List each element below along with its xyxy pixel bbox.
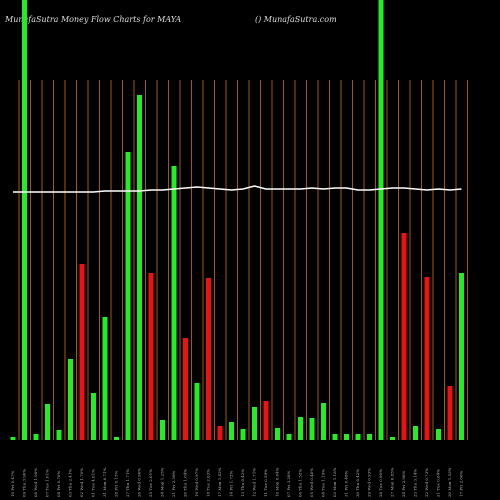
x-tick-label: 14 Fri 1.72% [229, 470, 234, 497]
bar [91, 393, 96, 440]
x-tick-label: 06 Thu 1.52% [298, 469, 303, 497]
bar [390, 437, 395, 440]
bar [367, 434, 372, 440]
x-tick-label: 10 Mon 0.64% [275, 467, 280, 497]
money-flow-line [13, 185, 462, 193]
bar [137, 95, 142, 440]
bar [148, 273, 154, 440]
x-tick-label: 28 Tue 0.90% [378, 469, 383, 497]
x-tick-label: 04 Tue 1.19% [321, 469, 326, 497]
chart-title: MunafaSutra Money Flow Charts for MAYA [4, 15, 181, 24]
x-tick-label: 26 Wed 0.96% [137, 468, 142, 497]
bar [459, 273, 464, 440]
bar [240, 429, 246, 440]
x-tick-label: 10 Fri 0.47% [10, 470, 15, 497]
bar [68, 359, 73, 440]
x-tick-label: 29 Wed 0.93% [367, 468, 372, 497]
bar [45, 404, 50, 440]
x-tick-label: 17 Fri 2.06% [459, 470, 464, 497]
x-tick-label: 18 Tue 2.03% [206, 469, 211, 497]
x-tick-label: 28 Fri 0.15% [114, 470, 119, 497]
x-tick-label: 19 Wed 0.97% [194, 468, 199, 497]
bar [436, 429, 441, 440]
x-tick-label: 21 Tue 0.64% [436, 469, 441, 497]
bar [22, 0, 27, 440]
bar [252, 407, 257, 440]
x-tick-label: 21 Fri 2.59% [171, 470, 176, 497]
bar [286, 434, 292, 440]
x-tick-label: 12 Wed 1.71% [252, 468, 257, 497]
bar [33, 434, 39, 440]
bar [160, 420, 165, 440]
bar [171, 166, 177, 440]
bar [275, 428, 280, 440]
x-tick-label: 20 Thu 1.64% [183, 469, 188, 497]
x-tick-label: 23 Thu 3.14% [413, 469, 418, 497]
x-tick-label: 31 Fri 0.48% [344, 470, 349, 497]
x-tick-label: 20 Mon 1.53% [447, 467, 452, 497]
bar [217, 426, 223, 440]
bar [332, 434, 338, 440]
bar [378, 0, 384, 440]
x-tick-label: 08 Wed 1.98% [33, 468, 38, 497]
bar [424, 277, 430, 440]
bar [56, 430, 62, 440]
bar [102, 317, 108, 440]
x-tick-label: 31 Mon 0.71% [102, 467, 107, 497]
bar [183, 338, 188, 440]
bar [125, 152, 131, 440]
bar [401, 233, 407, 440]
bar [447, 386, 453, 440]
x-tick-label: 01 Tue 4.01% [91, 469, 96, 497]
bar [229, 422, 234, 440]
x-tick-label: 27 Mon 0.85% [390, 467, 395, 497]
bar [194, 383, 200, 440]
bar [298, 417, 303, 440]
x-tick-label: 11 Tue 0.59% [263, 469, 268, 497]
x-tick-label: 24 Mon 1.25% [160, 467, 165, 497]
bar [10, 437, 16, 440]
x-tick-label: 27 Thu 1.71% [125, 469, 130, 497]
x-tick-label: 02 Wed 1.70% [79, 468, 84, 497]
bar [206, 278, 211, 440]
bar [263, 401, 269, 440]
x-tick-label: 25 Tue 2.01% [148, 469, 153, 497]
bar [79, 264, 85, 440]
x-tick-label: 03 Thu 2.41% [68, 469, 73, 497]
x-tick-label: 04 Fri 0.76% [56, 470, 61, 497]
x-tick-label: 03 Mon 1.18% [332, 467, 337, 497]
x-tick-label: 17 Mon 1.42% [217, 467, 222, 497]
x-tick-label: 05 Wed 0.46% [309, 468, 314, 497]
bar [114, 437, 119, 440]
x-tick-label: 22 Wed 0.73% [424, 468, 429, 497]
bar [321, 403, 326, 440]
bar [344, 434, 349, 440]
x-tick-label: 30 Thu 0.42% [355, 469, 360, 497]
x-tick-label: 24 Fri 2.98% [401, 470, 406, 497]
x-tick-label: 07 Fri 3.28% [286, 470, 291, 497]
bar [355, 434, 361, 440]
chart-subtitle: () MunafaSutra.com [255, 15, 337, 24]
x-tick-label: 13 Thu 0.42% [240, 469, 245, 497]
x-tick-label: 07 Tue 1.01% [45, 469, 50, 497]
bar [309, 418, 315, 440]
x-tick-label: 09 Thu 3.90% [22, 469, 27, 497]
bar [413, 426, 418, 440]
